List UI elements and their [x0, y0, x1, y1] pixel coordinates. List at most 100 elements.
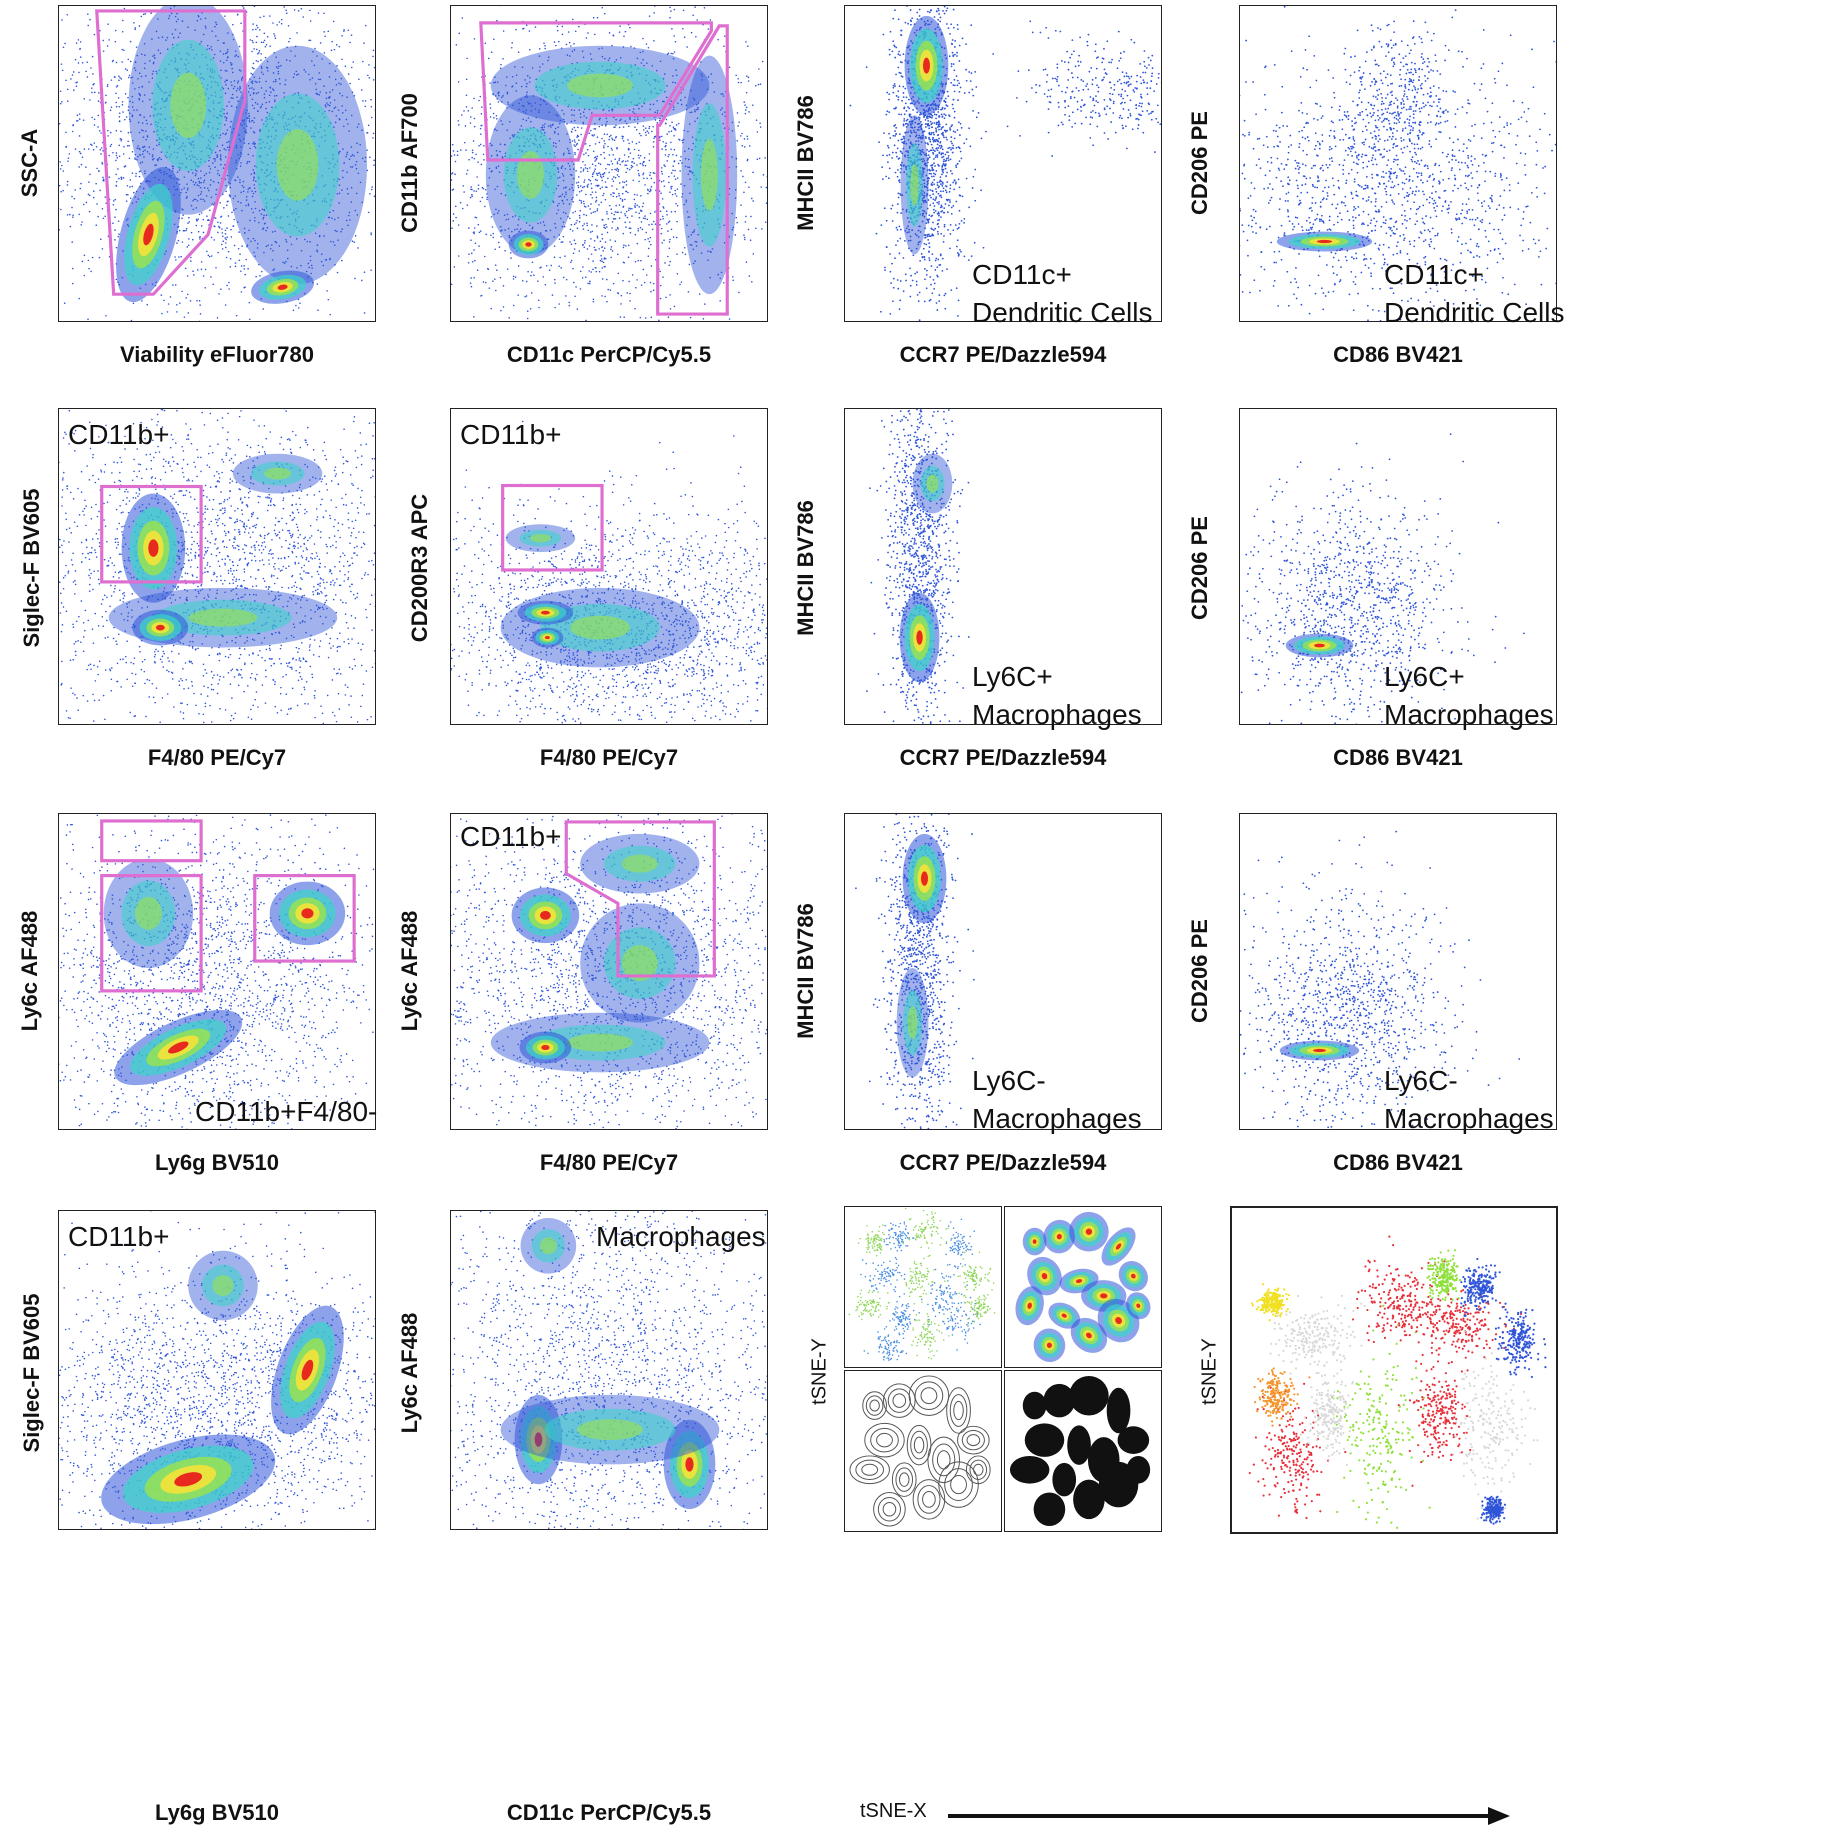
data-point — [558, 41, 560, 43]
data-point — [59, 161, 61, 163]
data-point — [578, 139, 580, 141]
data-point — [607, 232, 609, 234]
data-point — [294, 9, 296, 11]
data-point — [610, 135, 612, 137]
data-point — [531, 292, 533, 294]
data-point — [575, 243, 577, 245]
data-point — [596, 197, 598, 199]
data-point — [513, 305, 515, 307]
data-point — [172, 284, 174, 286]
data-point — [241, 245, 243, 247]
data-point — [527, 271, 529, 273]
data-point — [317, 283, 319, 285]
data-point — [289, 38, 291, 40]
data-point — [647, 130, 649, 132]
data-point — [113, 200, 115, 202]
data-point — [89, 99, 91, 101]
data-point — [127, 194, 129, 196]
density-level — [517, 151, 544, 199]
data-point — [107, 130, 109, 132]
data-point — [265, 57, 267, 59]
data-point — [471, 195, 473, 197]
data-point — [221, 228, 223, 230]
data-point — [128, 77, 130, 79]
data-point — [517, 294, 519, 296]
data-point — [626, 184, 628, 186]
data-point — [634, 194, 636, 196]
data-point — [589, 281, 591, 283]
data-point — [618, 169, 620, 171]
data-point — [607, 178, 609, 180]
data-point — [535, 26, 537, 28]
data-point — [605, 241, 607, 243]
data-point — [623, 140, 625, 142]
data-point — [620, 316, 622, 318]
data-point — [67, 100, 69, 102]
data-point — [355, 235, 357, 237]
plot-viability-ssc — [58, 5, 376, 322]
data-point — [310, 20, 312, 22]
data-point — [326, 290, 328, 292]
data-point — [557, 26, 559, 28]
data-point — [118, 106, 120, 108]
data-point — [466, 106, 468, 108]
data-point — [674, 306, 676, 308]
data-point — [571, 243, 573, 245]
data-point — [453, 189, 455, 191]
data-point — [121, 138, 123, 140]
data-point — [671, 211, 673, 213]
data-point — [633, 199, 635, 201]
data-point — [612, 139, 614, 141]
data-point — [668, 154, 670, 156]
data-point — [606, 213, 608, 215]
data-point — [252, 42, 254, 44]
data-point — [579, 217, 581, 219]
data-point — [243, 265, 245, 267]
data-point — [591, 188, 593, 190]
data-point — [239, 253, 241, 255]
data-point — [110, 145, 112, 147]
data-point — [550, 265, 552, 267]
data-point — [213, 239, 215, 241]
data-point — [285, 9, 287, 11]
data-point — [231, 236, 233, 238]
data-point — [79, 135, 81, 137]
data-point — [661, 171, 663, 173]
data-point — [62, 70, 64, 72]
data-point — [760, 186, 762, 188]
data-point — [904, 240, 906, 242]
data-point — [582, 244, 584, 246]
data-point — [582, 161, 584, 163]
data-point — [127, 185, 129, 187]
data-point — [119, 116, 121, 118]
data-point — [288, 25, 290, 27]
data-point — [232, 24, 234, 26]
data-point — [622, 280, 624, 282]
data-point — [619, 217, 621, 219]
data-point — [508, 317, 510, 319]
data-point — [632, 166, 634, 168]
data-point — [611, 148, 613, 150]
data-point — [554, 279, 556, 281]
data-point — [643, 129, 645, 131]
data-point — [226, 257, 228, 259]
data-point — [114, 229, 116, 231]
data-point — [545, 284, 547, 286]
data-point — [341, 260, 343, 262]
data-point — [751, 198, 753, 200]
data-point — [649, 153, 651, 155]
data-point — [88, 194, 90, 196]
data-point — [650, 237, 652, 239]
data-point — [71, 241, 73, 243]
data-point — [493, 38, 495, 40]
data-point — [500, 64, 502, 66]
data-point — [680, 156, 682, 158]
data-point — [77, 120, 79, 122]
data-point — [471, 107, 473, 109]
data-point — [202, 219, 204, 221]
data-point — [704, 303, 706, 305]
data-point — [200, 313, 202, 315]
data-point — [592, 163, 594, 165]
data-point — [674, 51, 676, 53]
data-point — [599, 271, 601, 273]
